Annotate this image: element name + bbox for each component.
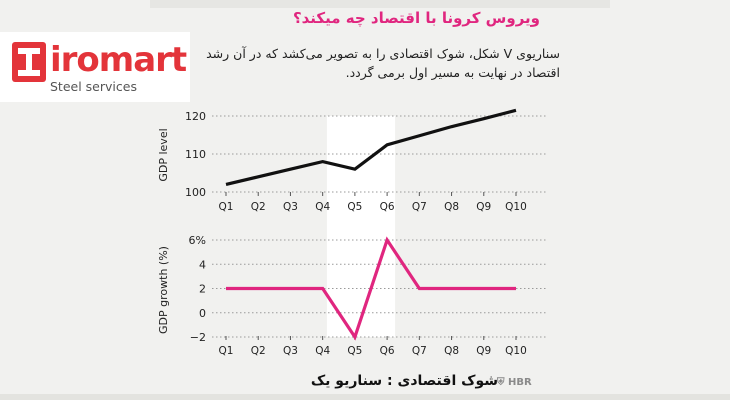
level-ytick-label: 120 xyxy=(185,110,206,123)
growth-xtick-label: Q1 xyxy=(219,345,234,357)
level-xtick-label: Q6 xyxy=(380,201,395,213)
level-xtick-label: Q3 xyxy=(283,201,298,213)
growth-xtick-label: Q2 xyxy=(251,345,266,357)
logo: iromart Steel services xyxy=(0,32,190,102)
growth-series-line xyxy=(226,236,516,341)
top-strip xyxy=(150,0,610,8)
level-xtick-label: Q9 xyxy=(476,201,491,213)
logo-name: iromart xyxy=(50,40,187,80)
subtext: سناریوی V شکل، شوک اقتصادی را به تصویر م… xyxy=(206,46,560,80)
gdp-level-chart: 100 110 120 Q1 Q2 Q3 Q4 Q5 Q6 Q7 Q8 Q9 Q10 GDP level xyxy=(157,108,546,213)
logo-tagline: Steel services xyxy=(50,79,137,94)
level-xtick-label: Q8 xyxy=(444,201,459,213)
growth-ytick-label: 2 xyxy=(199,283,206,296)
headline: ویروس کرونا با اقتصاد چه میکند؟ xyxy=(292,9,540,27)
footer-title: شوک اقتصادی : سناریو یک xyxy=(310,373,498,389)
level-ytick-label: 100 xyxy=(185,186,206,199)
growth-ytick-label: 6% xyxy=(189,234,206,247)
growth-ylabel: GDP growth (%) xyxy=(157,246,170,334)
growth-xtick-label: Q7 xyxy=(412,345,427,357)
shock-period-shade xyxy=(326,116,396,337)
growth-ytick-label: −2 xyxy=(190,331,206,344)
level-xtick-label: Q5 xyxy=(347,201,362,213)
growth-ytick-label: 0 xyxy=(199,307,206,320)
growth-xtick-label: Q4 xyxy=(315,345,330,357)
growth-xtick-label: Q5 xyxy=(347,345,362,357)
growth-xtick-label: Q3 xyxy=(283,345,298,357)
bottom-strip xyxy=(0,394,730,400)
shield-icon: ⛨ xyxy=(497,377,505,388)
level-series-line xyxy=(225,108,517,186)
level-ylabel: GDP level xyxy=(157,128,170,181)
gdp-growth-chart: −2 0 2 4 6% Q1 Q2 Q3 Q4 Q5 Q6 Q7 Q8 Q9 Q10 GDP growth (… xyxy=(157,234,546,357)
source-text: HBR xyxy=(507,377,532,388)
level-xtick-label: Q1 xyxy=(219,201,234,213)
iromart-logo-icon xyxy=(12,42,46,82)
growth-xtick-label: Q6 xyxy=(380,345,395,357)
growth-ytick-label: 4 xyxy=(199,258,206,271)
level-ytick-label: 110 xyxy=(185,148,206,161)
level-xtick-label: Q10 xyxy=(505,201,527,213)
growth-xtick-label: Q10 xyxy=(505,345,527,357)
growth-xtick-label: Q8 xyxy=(444,345,459,357)
level-xtick-label: Q7 xyxy=(412,201,427,213)
source-label: ⛨ HBR xyxy=(497,377,532,388)
level-xtick-label: Q2 xyxy=(251,201,266,213)
growth-xtick-label: Q9 xyxy=(476,345,491,357)
level-xtick-label: Q4 xyxy=(315,201,330,213)
